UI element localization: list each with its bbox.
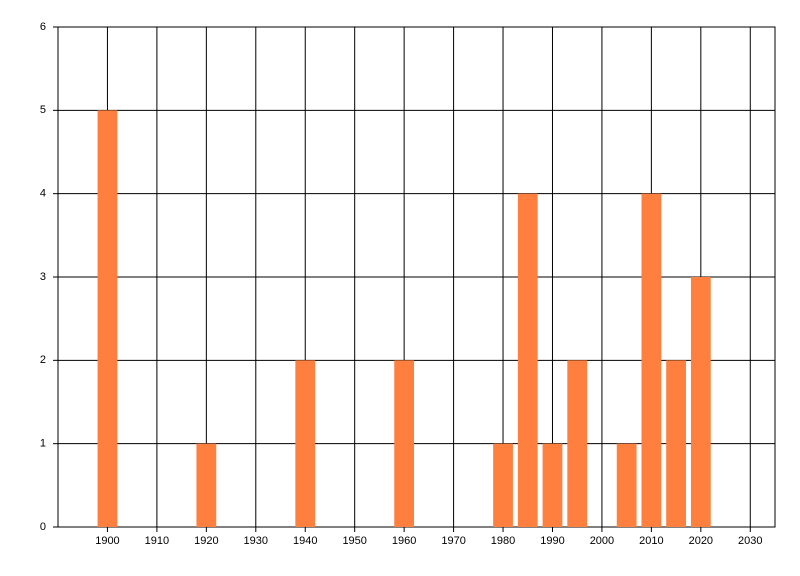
x-tick-label: 1920 <box>194 535 218 547</box>
x-tick-label: 1960 <box>392 535 416 547</box>
y-tick-label: 5 <box>40 104 46 116</box>
bar <box>394 360 415 527</box>
x-tick-label: 1900 <box>95 535 119 547</box>
x-tick-label: 1930 <box>244 535 268 547</box>
x-tick-label: 1980 <box>491 535 515 547</box>
x-tick-label: 1910 <box>145 535 169 547</box>
y-tick-label: 3 <box>40 271 46 283</box>
bar <box>616 443 637 527</box>
x-tick-label: 1970 <box>441 535 465 547</box>
bar <box>690 277 711 527</box>
bar <box>295 360 316 527</box>
x-tick-label: 2000 <box>590 535 614 547</box>
bar <box>517 193 538 527</box>
x-tick-label: 2020 <box>689 535 713 547</box>
y-tick-label: 1 <box>40 438 46 450</box>
bar <box>641 193 662 527</box>
x-tick-label: 2030 <box>738 535 762 547</box>
bar <box>97 110 118 527</box>
y-tick-label: 0 <box>40 521 46 533</box>
x-tick-label: 1940 <box>293 535 317 547</box>
bar <box>567 360 588 527</box>
x-tick-label: 1950 <box>342 535 366 547</box>
bar <box>542 443 563 527</box>
bar <box>666 360 686 527</box>
y-tick-label: 2 <box>40 354 46 366</box>
bar <box>196 443 217 527</box>
x-tick-label: 1990 <box>540 535 564 547</box>
bar <box>493 443 513 527</box>
y-tick-label: 4 <box>40 188 46 200</box>
x-tick-label: 2010 <box>639 535 663 547</box>
y-tick-label: 6 <box>40 21 46 33</box>
